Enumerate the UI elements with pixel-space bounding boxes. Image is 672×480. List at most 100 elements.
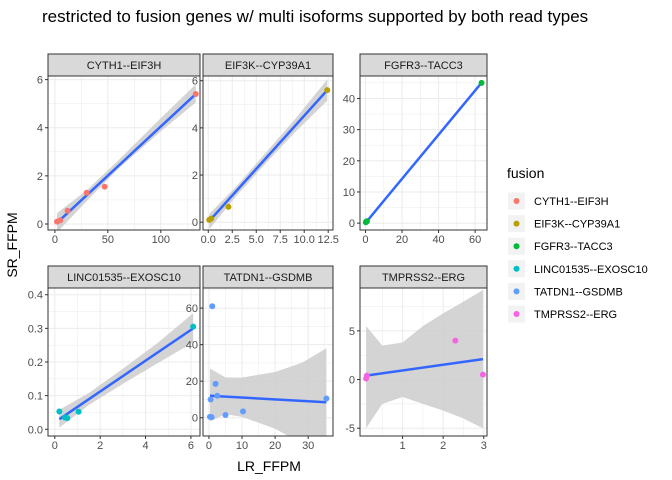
- legend-marker-tatdn1-gsdmb: [513, 288, 520, 295]
- panel-cyth1-eif3h: CYTH1--EIF3H 0 50 100 0 2 4 6: [37, 53, 201, 246]
- y-tick-label: 20: [343, 156, 355, 168]
- legend-marker-fgfr3-tacc3: [513, 243, 520, 250]
- legend: fusion CYTH1--EIF3H EIF3K--CYP39A1 FGFR3--…: [507, 165, 648, 323]
- fit-line-tmprss2-erg: [365, 357, 484, 377]
- y-tick-label: 0: [192, 217, 198, 229]
- chart-title: restricted to fusion genes w/ multi isof…: [42, 7, 588, 26]
- y-tick-label: 0: [192, 413, 198, 425]
- y-tick-label: 0.4: [28, 290, 43, 302]
- data-point-tatdn1-gsdmb-5: [214, 392, 221, 399]
- legend-item-tmprss2-erg: TMPRSS2--ERG: [508, 305, 617, 323]
- panel-border-tmprss2-erg: [359, 287, 488, 437]
- data-point-cyth1-eif3h-5: [192, 91, 199, 98]
- panel-content-tmprss2-erg: [363, 289, 486, 429]
- y-tick-label: 60: [186, 303, 198, 315]
- legend-marker-tmprss2-erg: [513, 311, 520, 317]
- legend-label-tatdn1-gsdmb: TATDN1--GSDMB: [534, 286, 623, 298]
- data-point-tmprss2-erg-2: [452, 337, 459, 344]
- data-point-linc01535-exosc10-3: [75, 408, 82, 415]
- confidence-band-tatdn1-gsdmb: [209, 348, 327, 436]
- y-tick-label: 30: [343, 125, 355, 137]
- panel-linc01535-exosc10: LINC01535--EXOSC10 0 2 4 6 0.0 0.1 0.2 0.3 0.4: [28, 265, 201, 452]
- data-point-tmprss2-erg-3: [479, 371, 486, 378]
- legend-item-cyth1-eif3h: CYTH1--EIF3H: [508, 192, 609, 210]
- y-tick-label: 2: [37, 171, 43, 183]
- legend-marker-cyth1-eif3h: [513, 198, 520, 204]
- x-tick-label: 2: [97, 440, 103, 452]
- y-tick-label: 40: [186, 340, 198, 352]
- data-point-fgfr3-tacc3-2: [363, 218, 370, 225]
- panel-content-cyth1-eif3h: [54, 84, 199, 230]
- y-tick-label: 20: [186, 376, 198, 388]
- y-tick-label: 4: [37, 123, 43, 135]
- x-tick-label: 10.0: [294, 234, 315, 246]
- legend-marker-eif3k-cyp39a1: [513, 220, 520, 227]
- fit-line-linc01535-exosc10: [58, 327, 194, 421]
- y-tick-label: 5: [349, 326, 355, 338]
- grid-cyth1-eif3h: [48, 76, 200, 230]
- y-tick-label: 10: [343, 187, 355, 199]
- y-tick-label: 0.3: [28, 323, 43, 335]
- strip-label-eif3k-cyp39a1: EIF3K--CYP39A1: [225, 60, 311, 72]
- panel-content-eif3k-cyp39a1: [206, 79, 331, 230]
- panel-border-tatdn1-gsdmb: [202, 287, 334, 437]
- panel-content-fgfr3-tacc3: [362, 79, 485, 226]
- x-tick-label: 0.0: [201, 234, 216, 246]
- panel-border-cyth1-eif3h: [47, 75, 201, 231]
- x-tick-label: 0: [52, 440, 58, 452]
- y-tick-label: 0: [37, 219, 43, 231]
- data-point-linc01535-exosc10-0: [56, 408, 63, 415]
- fit-line-eif3k-cyp39a1: [208, 89, 329, 222]
- strip-label-tatdn1-gsdmb: TATDN1--GSDMB: [224, 272, 313, 284]
- legend-marker-linc01535-exosc10: [513, 265, 520, 272]
- x-tick-label: 6: [188, 440, 194, 452]
- data-point-tatdn1-gsdmb-3: [209, 303, 216, 310]
- data-point-tatdn1-gsdmb-6: [222, 411, 229, 418]
- x-tick-label: 5.0: [249, 234, 264, 246]
- x-tick-label: 4: [142, 440, 148, 452]
- data-point-cyth1-eif3h-2: [64, 207, 71, 214]
- panel-fgfr3-tacc3: FGFR3--TACC3 0 20 40 60 0 10 20 30 40: [343, 53, 488, 246]
- fit-line-fgfr3-tacc3: [364, 82, 483, 224]
- data-point-linc01535-exosc10-4: [190, 323, 197, 330]
- x-tick-label: 10: [236, 440, 248, 452]
- data-point-tmprss2-erg-1: [363, 372, 370, 379]
- y-tick-label: 0.1: [28, 391, 43, 403]
- panel-tmprss2-erg: TMPRSS2--ERG 1 2 3 -5 0 5: [345, 265, 488, 452]
- legend-label-tmprss2-erg: TMPRSS2--ERG: [534, 309, 617, 321]
- legend-item-eif3k-cyp39a1: EIF3K--CYP39A1: [508, 215, 620, 233]
- x-tick-label: 30: [302, 440, 314, 452]
- y-tick-label: 0.2: [28, 357, 43, 369]
- x-tick-label: 2: [440, 440, 446, 452]
- panel-eif3k-cyp39a1: EIF3K--CYP39A1 0.0 2.5 5.0 7.5 10.0 12.5 0 2 4 6: [192, 53, 339, 246]
- y-tick-label: 6: [37, 75, 43, 87]
- panel-content-tatdn1-gsdmb: [206, 303, 330, 436]
- data-point-eif3k-cyp39a1-3: [324, 87, 331, 94]
- data-point-linc01535-exosc10-2: [64, 415, 71, 422]
- data-point-cyth1-eif3h-1: [57, 217, 64, 224]
- legend-label-eif3k-cyp39a1: EIF3K--CYP39A1: [534, 219, 620, 231]
- y-tick-label: 4: [192, 123, 198, 135]
- x-tick-label: 0: [206, 440, 212, 452]
- y-tick-label: 0.0: [28, 424, 43, 436]
- x-tick-label: 2.5: [225, 234, 240, 246]
- y-tick-label: -5: [345, 423, 355, 435]
- legend-item-fgfr3-tacc3: FGFR3--TACC3: [508, 237, 613, 255]
- strip-label-tmprss2-erg: TMPRSS2--ERG: [382, 272, 465, 284]
- x-tick-label: 3: [481, 440, 487, 452]
- data-point-tatdn1-gsdmb-1: [207, 396, 214, 403]
- panel-border-eif3k-cyp39a1: [202, 75, 334, 231]
- strip-label-fgfr3-tacc3: FGFR3--TACC3: [384, 60, 463, 72]
- legend-item-linc01535-exosc10: LINC01535--EXOSC10: [508, 260, 648, 278]
- x-tick-label: 20: [269, 440, 281, 452]
- data-point-tatdn1-gsdmb-8: [323, 395, 330, 402]
- panel-tatdn1-gsdmb: TATDN1--GSDMB 0 10 20 30 0 20 40 60: [186, 265, 334, 452]
- y-tick-label: 2: [192, 170, 198, 182]
- x-tick-label: 1: [400, 440, 406, 452]
- grid-fgfr3-tacc3: [360, 76, 487, 230]
- legend-title: fusion: [507, 165, 544, 181]
- data-point-cyth1-eif3h-3: [83, 189, 90, 196]
- legend-label-fgfr3-tacc3: FGFR3--TACC3: [534, 241, 613, 253]
